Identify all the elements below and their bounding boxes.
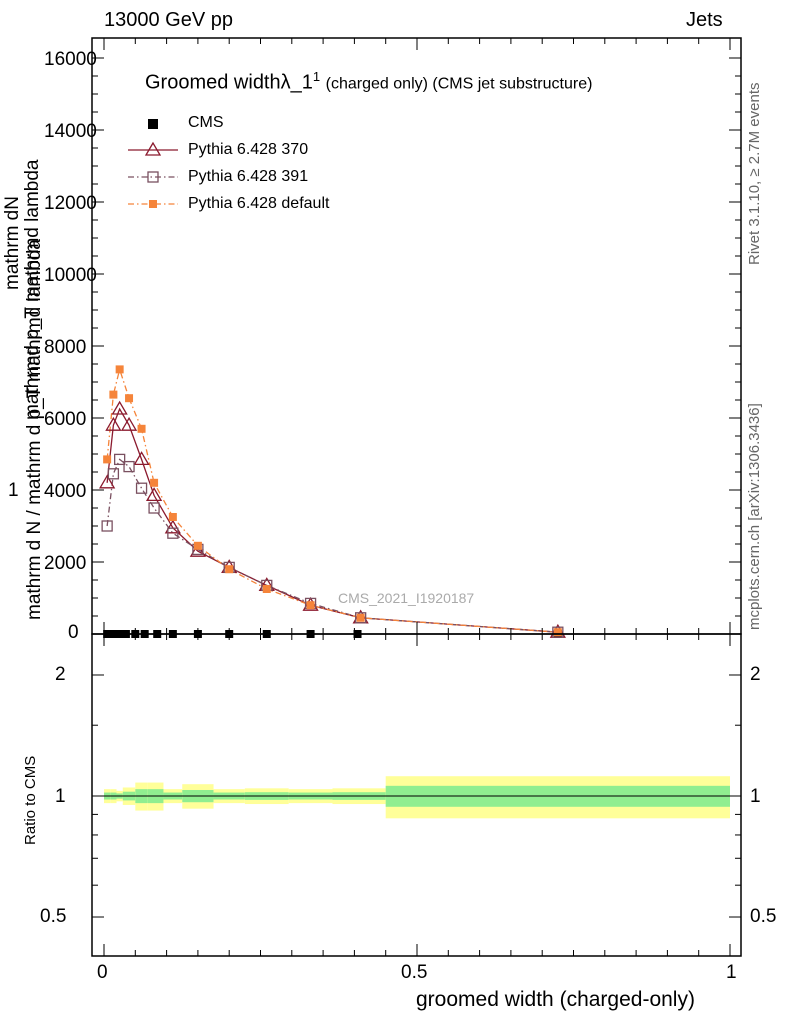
legend [128,119,178,208]
ytick-label: 2000 [44,553,87,574]
point-p370 [120,416,138,431]
point-p391 [107,468,120,480]
ratio-ytick-left: 2 [55,664,66,685]
xtick-label: 0.5 [401,962,428,983]
ylabel-mid: mathrmd p_T mathrmd lambda [22,159,43,420]
legend-label-pdef: Pythia 6.428 default [188,195,330,212]
point-pdef [137,424,146,433]
point-pdef [103,455,112,464]
ytick-label: 4000 [44,481,87,502]
point-pdef [225,565,234,574]
ratio-ytick-left: 1 [55,786,66,807]
ratio-ytick-left: 0.5 [40,906,67,927]
rivet-label: Rivet 3.1.10, ≥ 2.7M events [746,82,763,266]
axis-ticks [92,38,741,956]
point-p370 [105,416,122,431]
legend-marker-cms [148,119,158,129]
ytick-label: 8000 [44,337,87,358]
legend-marker-pdef [149,200,157,208]
analysis-watermark: CMS_2021_I1920187 [338,590,475,606]
point-p391 [101,520,113,532]
point-p370 [111,400,128,415]
point-p370 [133,451,150,466]
legend-label-cms: CMS [188,114,224,131]
ratio-ytick-right: 0.5 [750,906,777,927]
ytick-label: 14000 [44,121,97,142]
ytick-label: 16000 [44,49,97,70]
xtick-label: 0 [97,962,108,983]
point-p370 [98,474,116,489]
xtick-label: 1 [726,962,737,983]
process-label: Jets [686,9,723,31]
chart-title-suffix: (charged only) (CMS jet substructure) [325,75,593,93]
ratio-ylabel: Ratio to CMS [22,755,39,845]
point-pdef [125,394,134,403]
chart-title-main: Groomed width [145,71,281,94]
point-p391 [552,626,564,638]
point-p391 [123,460,135,473]
legend-marker-p370 [144,141,162,156]
energy-label: 13000 GeV pp [104,9,233,31]
point-pdef [168,513,177,521]
legend-label-p370: Pythia 6.428 370 [188,141,309,158]
ylabel-top: mathrm dN [2,196,24,290]
point-p370 [189,542,207,557]
ylabel-top-n: N [2,196,23,210]
point-pdef [262,585,271,593]
ylabel-top-d: mathrm d [2,209,23,290]
point-p370 [145,487,163,502]
point-pdef [150,478,159,487]
point-pdef [193,541,202,550]
chart-title-symbol: λ_1 [280,71,313,94]
point-pdef [356,613,365,622]
point-pdef [109,390,118,399]
ytick-label: 6000 [44,409,87,430]
point-p391 [148,502,160,514]
legend-label-p391: Pythia 6.428 391 [188,168,309,185]
ytick-label: 12000 [44,193,97,214]
point-p391 [114,453,126,466]
mcplots-label: mcplots.cern.ch [arXiv:1306.3436] [746,403,763,630]
point-p391 [167,527,179,539]
chart-title: Groomed widthλ_11 (charged only) (CMS je… [145,69,592,95]
x-axis-label: groomed width (charged-only) [416,988,695,1011]
point-pdef [306,601,315,610]
ytick-label: 0 [68,622,79,643]
chart-title-sup: 1 [312,69,321,84]
point-pdef [115,365,124,374]
ylabel-numerator: 1 [8,480,19,501]
point-p391 [135,482,148,494]
ratio-ytick-right: 2 [750,664,761,685]
point-p391 [355,612,367,624]
ytick-label: 10000 [44,265,97,286]
ratio-ytick-right: 1 [750,786,761,807]
legend-marker-p391 [147,171,159,183]
point-p370 [164,519,181,534]
point-pdef [553,628,562,637]
